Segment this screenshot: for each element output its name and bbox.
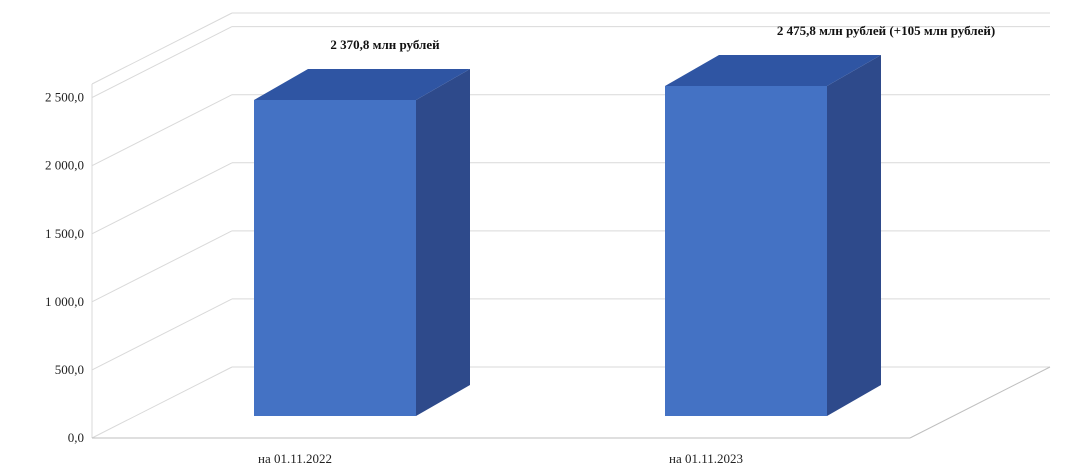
side-wall-line xyxy=(91,26,233,99)
bar-front-face xyxy=(665,86,827,416)
y-tick-label: 0,0 xyxy=(68,430,84,445)
gridlines xyxy=(91,12,1051,439)
data-labels: 2 370,8 млн рублей 2 475,8 млн рублей (+1… xyxy=(330,23,995,52)
bar xyxy=(665,55,881,416)
side-wall-line xyxy=(91,230,233,303)
bar-front-face xyxy=(254,100,416,416)
y-tick-label: 1 000,0 xyxy=(45,294,84,309)
side-wall-line xyxy=(91,298,233,371)
x-axis-categories: на 01.11.2022 на 01.11.2023 xyxy=(258,451,743,466)
data-label: 2 370,8 млн рублей xyxy=(330,37,440,52)
y-axis-ticks: 0,0 500,0 1 000,0 1 500,0 2 000,0 2 500,0 xyxy=(45,90,84,445)
bars xyxy=(254,55,881,416)
y-tick-label: 2 500,0 xyxy=(45,90,84,105)
bar-top-face xyxy=(665,55,881,87)
floor-right-edge xyxy=(909,366,1051,439)
bar-side-face xyxy=(827,55,881,416)
side-wall-line xyxy=(91,94,233,167)
side-wall-line xyxy=(91,162,233,235)
bar-side-face xyxy=(416,69,470,416)
x-category-label: на 01.11.2022 xyxy=(258,451,332,466)
data-label: 2 475,8 млн рублей (+105 млн рублей) xyxy=(777,23,995,38)
bar-top-face xyxy=(254,69,470,100)
y-tick-label: 2 000,0 xyxy=(45,158,84,173)
bar xyxy=(254,69,470,416)
side-wall-line xyxy=(91,366,233,439)
y-tick-label: 1 500,0 xyxy=(45,226,84,241)
x-category-label: на 01.11.2023 xyxy=(669,451,743,466)
side-wall-top-line xyxy=(91,12,233,85)
y-tick-label: 500,0 xyxy=(55,362,84,377)
